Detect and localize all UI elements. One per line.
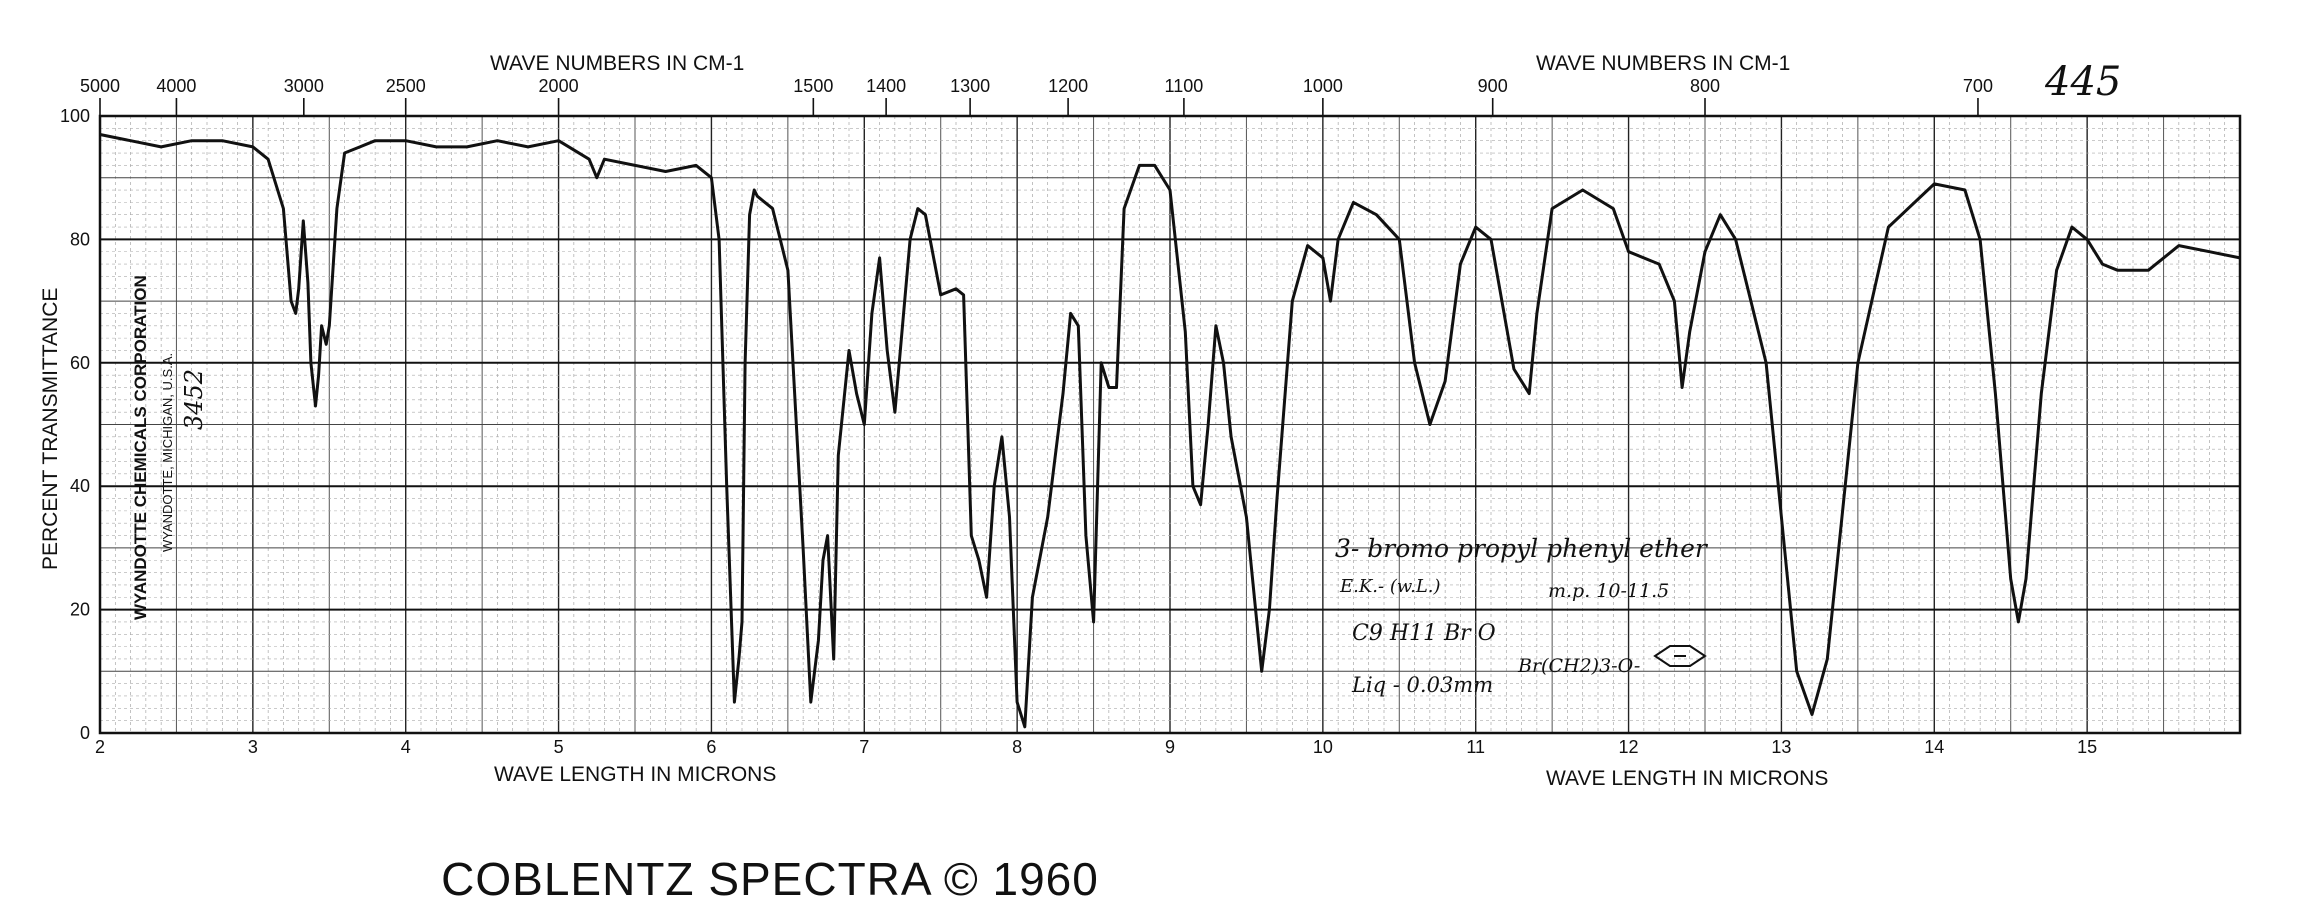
x-tick-label: 8 — [1012, 737, 1022, 757]
x-tick-label: 4 — [401, 737, 411, 757]
x-tick-label: 3 — [248, 737, 258, 757]
molecular-formula: C9 H11 Br O — [1352, 621, 1496, 646]
top-tick-label: 2000 — [539, 76, 579, 96]
x-tick-label: 9 — [1165, 737, 1175, 757]
source-note: E.K.- (w.L.) — [1339, 576, 1441, 597]
top-tick-label: 800 — [1690, 76, 1720, 96]
x-tick-label: 6 — [706, 737, 716, 757]
sample-state: Liq - 0.03mm — [1351, 673, 1493, 697]
top-tick-label: 1400 — [866, 76, 906, 96]
top-tick-label: 1200 — [1048, 76, 1088, 96]
compound-name: 3- bromo propyl phenyl ether — [1335, 534, 1709, 563]
x-tick-label: 12 — [1619, 737, 1639, 757]
top-axis-label-right: WAVE NUMBERS IN CM-1 — [1536, 52, 1790, 75]
plot-frame — [98, 114, 2242, 735]
x-axis-label-left: WAVE LENGTH IN MICRONS — [494, 763, 776, 786]
y-axis-label: PERCENT TRANSMITTANCE — [39, 288, 62, 570]
y-tick-label: 40 — [70, 476, 90, 496]
x-tick-label: 13 — [1771, 737, 1791, 757]
x-tick-label: 2 — [95, 737, 105, 757]
y-tick-label: 100 — [60, 106, 90, 126]
top-tick-label: 3000 — [284, 76, 324, 96]
company-location: WYANDOTTE, MICHIGAN, U.S.A. — [160, 353, 175, 552]
x-tick-label: 14 — [1924, 737, 1944, 757]
top-tick-label: 1500 — [793, 76, 833, 96]
top-tick-label: 5000 — [80, 76, 120, 96]
company-label: WYANDOTTE CHEMICALS CORPORATION — [131, 275, 150, 620]
melting-point: m.p. 10-11.5 — [1548, 580, 1669, 602]
benzene-ring-icon — [1653, 645, 1707, 667]
top-tick-label: 1300 — [950, 76, 990, 96]
y-tick-label: 0 — [80, 723, 90, 743]
transmittance-curve — [99, 133, 2241, 729]
top-tick-label: 1000 — [1303, 76, 1343, 96]
x-axis-label-right: WAVE LENGTH IN MICRONS — [1546, 767, 1828, 790]
structure-formula: Br(CH2)3-O- — [1517, 655, 1640, 677]
top-tick-label: 4000 — [156, 76, 196, 96]
top-tick-label: 2500 — [386, 76, 426, 96]
x-tick-label: 15 — [2077, 737, 2097, 757]
x-tick-label: 5 — [554, 737, 564, 757]
y-tick-label: 20 — [70, 600, 90, 620]
y-tick-label: 60 — [70, 353, 90, 373]
top-tick-label: 1100 — [1165, 76, 1204, 96]
x-tick-label: 11 — [1466, 737, 1485, 757]
footer-copyright: COBLENTZ SPECTRA © 1960 — [441, 853, 1099, 905]
chart-axes: 2 3 4 5 6 7 8 9 10 11 12 13 14 15 0 20 40 60 80 100 5000 4000… — [60, 76, 2242, 757]
top-axis-label-left: WAVE NUMBERS IN CM-1 — [490, 52, 744, 75]
chart-grid — [99, 115, 2241, 734]
x-tick-label: 7 — [859, 737, 869, 757]
sheet-number: 445 — [2044, 59, 2121, 105]
top-tick-label: 900 — [1478, 76, 1508, 96]
top-tick-label: 700 — [1963, 76, 1993, 96]
spectrum-number: 3452 — [180, 369, 208, 430]
x-tick-label: 10 — [1313, 737, 1333, 757]
y-tick-label: 80 — [70, 229, 90, 249]
annotation-block: 3- bromo propyl phenyl ether E.K.- (w.L.… — [1335, 534, 1709, 697]
